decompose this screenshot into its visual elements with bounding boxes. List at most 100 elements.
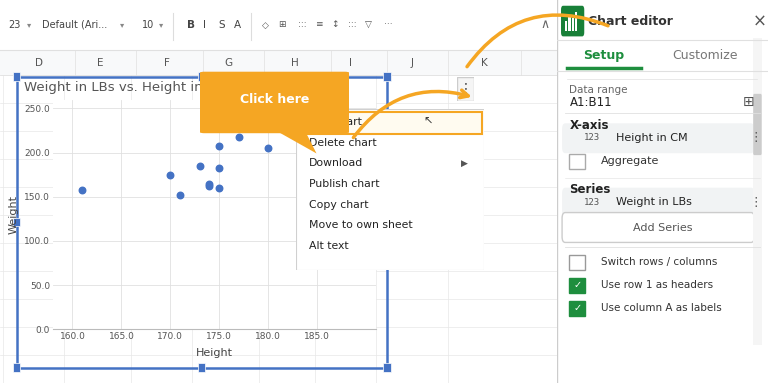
FancyBboxPatch shape: [13, 218, 20, 226]
Point: [350, 139, 362, 145]
Text: S: S: [219, 20, 226, 30]
FancyBboxPatch shape: [574, 12, 577, 31]
Text: ↕: ↕: [331, 20, 339, 29]
Point: [194, 163, 206, 169]
Text: Use column A as labels: Use column A as labels: [601, 303, 722, 313]
Text: ∧: ∧: [540, 18, 549, 31]
FancyBboxPatch shape: [569, 278, 585, 293]
FancyBboxPatch shape: [562, 123, 754, 153]
FancyBboxPatch shape: [565, 21, 568, 31]
FancyBboxPatch shape: [457, 77, 474, 101]
Text: Move to own sheet: Move to own sheet: [309, 221, 412, 231]
Text: ⋮: ⋮: [749, 131, 762, 144]
FancyBboxPatch shape: [198, 72, 351, 133]
Text: Chart editor: Chart editor: [588, 15, 674, 28]
Text: 10: 10: [142, 20, 154, 30]
FancyBboxPatch shape: [198, 72, 206, 81]
FancyBboxPatch shape: [383, 72, 391, 81]
Text: Data range: Data range: [569, 85, 628, 95]
Text: F: F: [164, 58, 170, 68]
FancyBboxPatch shape: [13, 72, 20, 81]
FancyBboxPatch shape: [753, 38, 762, 345]
Text: A1:B11: A1:B11: [569, 96, 612, 109]
Text: :::: :::: [298, 20, 306, 29]
Text: Use row 1 as headers: Use row 1 as headers: [601, 280, 713, 290]
Point: [204, 183, 216, 189]
FancyBboxPatch shape: [13, 363, 20, 372]
Point: [204, 180, 216, 187]
Text: Add Series: Add Series: [633, 223, 692, 232]
FancyBboxPatch shape: [569, 154, 585, 169]
Point: [340, 141, 353, 147]
Text: K: K: [481, 58, 488, 68]
Text: ···: ···: [384, 20, 392, 29]
Point: [321, 114, 333, 120]
Text: Edit chart: Edit chart: [309, 117, 362, 127]
Point: [164, 172, 177, 178]
Point: [262, 145, 274, 151]
Point: [213, 143, 225, 149]
Text: ≡: ≡: [315, 20, 322, 29]
Text: Setup: Setup: [583, 49, 624, 62]
Text: Click here: Click here: [240, 93, 310, 106]
Text: ⋮: ⋮: [749, 196, 762, 209]
Text: E: E: [97, 58, 104, 68]
Text: Series: Series: [569, 183, 611, 196]
Text: Switch rows / columns: Switch rows / columns: [601, 257, 717, 267]
Text: Delete chart: Delete chart: [309, 138, 376, 148]
Point: [76, 187, 88, 193]
Y-axis label: Weight: Weight: [8, 195, 18, 234]
Text: ▾: ▾: [27, 20, 31, 29]
FancyBboxPatch shape: [0, 75, 557, 383]
FancyBboxPatch shape: [297, 112, 482, 134]
FancyBboxPatch shape: [0, 50, 557, 75]
FancyBboxPatch shape: [383, 218, 391, 226]
Point: [213, 165, 225, 171]
Text: 123: 123: [584, 133, 601, 142]
Text: ⋮: ⋮: [458, 82, 472, 96]
Text: ✓: ✓: [573, 303, 581, 313]
Text: J: J: [411, 58, 413, 68]
FancyBboxPatch shape: [198, 363, 206, 372]
Text: X-axis: X-axis: [569, 119, 609, 132]
Text: Weight in LBs: Weight in LBs: [616, 197, 692, 207]
Text: Height in CM: Height in CM: [616, 133, 687, 143]
FancyBboxPatch shape: [569, 301, 585, 316]
Text: ▽: ▽: [365, 20, 372, 29]
Point: [233, 134, 245, 140]
Text: A: A: [233, 20, 241, 30]
Text: D: D: [35, 58, 43, 68]
Polygon shape: [275, 130, 316, 154]
Text: 23: 23: [8, 20, 21, 30]
Text: I: I: [349, 58, 353, 68]
FancyBboxPatch shape: [296, 109, 484, 270]
Point: [174, 192, 187, 198]
FancyBboxPatch shape: [571, 18, 574, 31]
Text: ◇: ◇: [262, 20, 269, 29]
Text: Aggregate: Aggregate: [601, 156, 660, 166]
Text: 123: 123: [584, 198, 601, 207]
FancyBboxPatch shape: [568, 15, 571, 31]
FancyBboxPatch shape: [753, 94, 762, 155]
Text: ×: ×: [753, 12, 767, 30]
Text: ⊞: ⊞: [278, 20, 286, 29]
Text: ↖: ↖: [424, 117, 433, 127]
Text: Copy chart: Copy chart: [309, 200, 369, 210]
Text: ▾: ▾: [159, 20, 163, 29]
Text: G: G: [224, 58, 233, 68]
Text: Download: Download: [309, 159, 363, 169]
FancyBboxPatch shape: [0, 0, 557, 50]
Text: Default (Ari...: Default (Ari...: [41, 20, 107, 30]
FancyBboxPatch shape: [383, 363, 391, 372]
Text: ✓: ✓: [573, 280, 581, 290]
Text: :::: :::: [348, 20, 356, 29]
Text: ▶: ▶: [462, 159, 468, 168]
FancyBboxPatch shape: [569, 255, 585, 270]
Text: Customize: Customize: [672, 49, 737, 62]
Text: Publish chart: Publish chart: [309, 179, 379, 189]
Text: Alt text: Alt text: [309, 241, 349, 251]
Point: [213, 185, 225, 191]
Text: B: B: [187, 20, 194, 30]
FancyBboxPatch shape: [562, 213, 754, 242]
FancyBboxPatch shape: [300, 112, 488, 273]
